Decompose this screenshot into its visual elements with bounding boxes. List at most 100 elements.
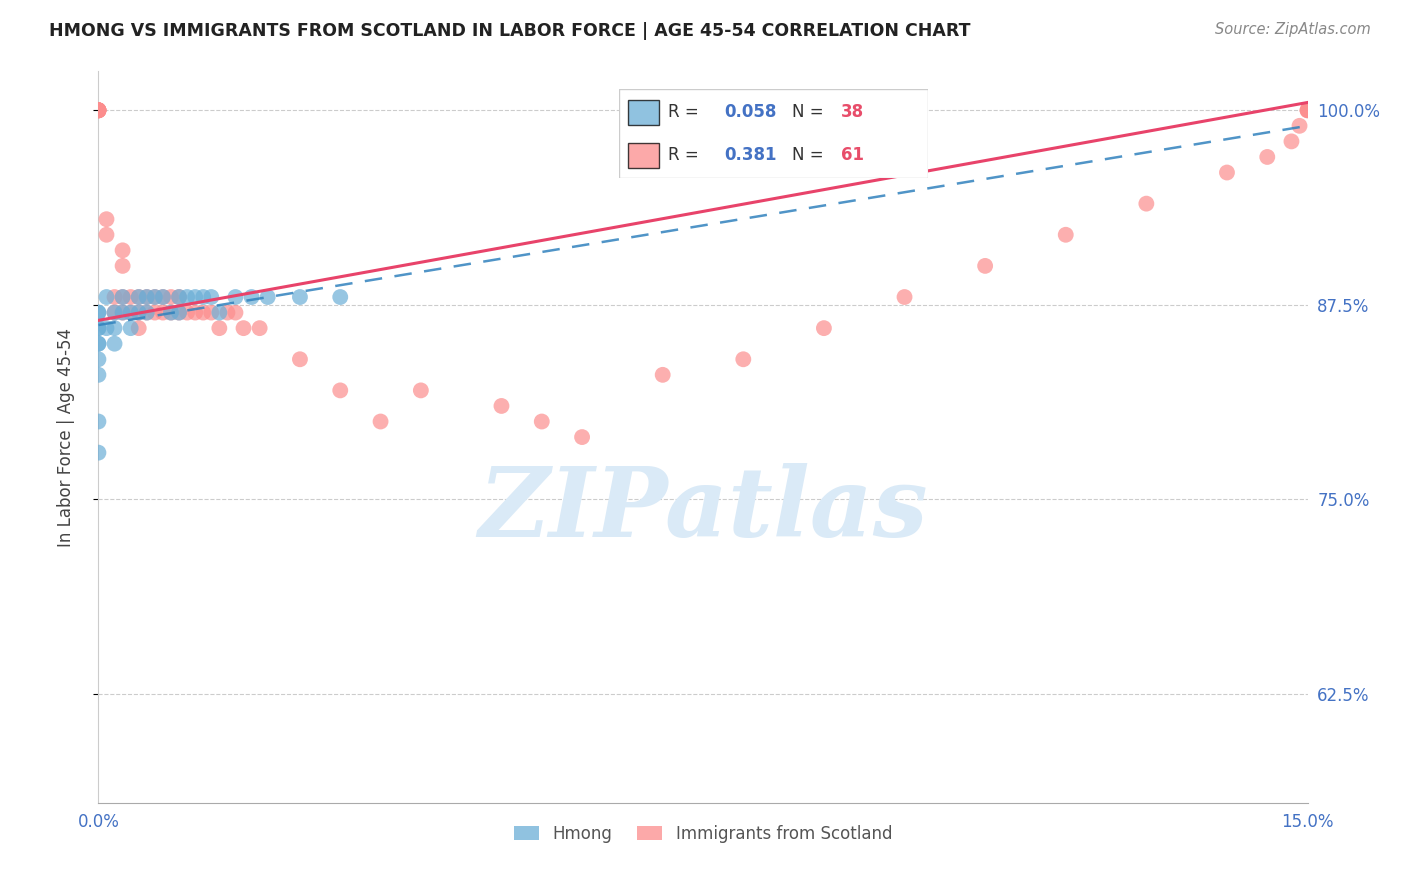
- Point: [143, 290, 166, 304]
- Point: [1296, 103, 1319, 118]
- Point: [87, 103, 110, 118]
- Point: [128, 290, 150, 304]
- Point: [256, 290, 278, 304]
- Point: [184, 305, 207, 319]
- Point: [87, 352, 110, 367]
- Point: [120, 305, 142, 319]
- Point: [1281, 135, 1303, 149]
- Point: [111, 290, 134, 304]
- Point: [87, 336, 110, 351]
- Point: [120, 290, 142, 304]
- Point: [1288, 119, 1310, 133]
- Point: [135, 305, 157, 319]
- Point: [103, 305, 125, 319]
- Point: [160, 290, 183, 304]
- Point: [329, 290, 352, 304]
- Point: [128, 305, 150, 319]
- Point: [96, 321, 118, 335]
- Point: [200, 290, 222, 304]
- Point: [152, 305, 174, 319]
- Point: [530, 415, 553, 429]
- Text: 61: 61: [841, 145, 865, 164]
- Point: [1135, 196, 1157, 211]
- Point: [409, 384, 432, 398]
- Point: [240, 290, 263, 304]
- Point: [232, 321, 254, 335]
- Point: [193, 305, 215, 319]
- Point: [111, 305, 134, 319]
- Point: [1216, 165, 1239, 179]
- Point: [111, 305, 134, 319]
- Point: [143, 290, 166, 304]
- Text: R =: R =: [668, 103, 699, 121]
- Point: [491, 399, 513, 413]
- Point: [893, 290, 915, 304]
- Point: [103, 336, 125, 351]
- Text: N =: N =: [792, 103, 824, 121]
- Point: [87, 103, 110, 118]
- Text: R =: R =: [668, 145, 699, 164]
- Point: [87, 321, 110, 335]
- Text: 0.058: 0.058: [724, 103, 776, 121]
- Point: [103, 321, 125, 335]
- Text: ZIPatlas: ZIPatlas: [478, 463, 928, 558]
- Point: [87, 103, 110, 118]
- Text: 38: 38: [841, 103, 865, 121]
- Point: [208, 321, 231, 335]
- Point: [87, 321, 110, 335]
- Point: [111, 244, 134, 258]
- Point: [87, 368, 110, 382]
- Point: [87, 305, 110, 319]
- Point: [96, 212, 118, 227]
- Point: [370, 415, 392, 429]
- Point: [96, 290, 118, 304]
- Text: N =: N =: [792, 145, 824, 164]
- Point: [167, 305, 190, 319]
- FancyBboxPatch shape: [628, 143, 659, 168]
- Point: [152, 290, 174, 304]
- Point: [135, 305, 157, 319]
- Point: [1296, 103, 1319, 118]
- Point: [208, 305, 231, 319]
- Point: [176, 305, 198, 319]
- Text: Source: ZipAtlas.com: Source: ZipAtlas.com: [1215, 22, 1371, 37]
- Point: [224, 290, 246, 304]
- Point: [249, 321, 271, 335]
- Text: HMONG VS IMMIGRANTS FROM SCOTLAND IN LABOR FORCE | AGE 45-54 CORRELATION CHART: HMONG VS IMMIGRANTS FROM SCOTLAND IN LAB…: [49, 22, 970, 40]
- Point: [193, 290, 215, 304]
- Point: [329, 384, 352, 398]
- Point: [974, 259, 997, 273]
- Point: [135, 290, 157, 304]
- Point: [87, 103, 110, 118]
- Point: [120, 305, 142, 319]
- Point: [87, 415, 110, 429]
- Point: [120, 321, 142, 335]
- Point: [184, 290, 207, 304]
- Y-axis label: In Labor Force | Age 45-54: In Labor Force | Age 45-54: [56, 327, 75, 547]
- Point: [288, 290, 311, 304]
- Point: [176, 290, 198, 304]
- Point: [1256, 150, 1278, 164]
- Point: [135, 290, 157, 304]
- Point: [152, 290, 174, 304]
- Point: [96, 227, 118, 242]
- Point: [200, 305, 222, 319]
- Point: [111, 290, 134, 304]
- Point: [167, 305, 190, 319]
- Point: [128, 321, 150, 335]
- Point: [571, 430, 593, 444]
- Point: [288, 352, 311, 367]
- Point: [813, 321, 835, 335]
- Point: [128, 305, 150, 319]
- Point: [87, 103, 110, 118]
- Point: [167, 290, 190, 304]
- FancyBboxPatch shape: [619, 89, 928, 178]
- Point: [1054, 227, 1077, 242]
- Point: [87, 336, 110, 351]
- Point: [103, 305, 125, 319]
- Point: [167, 290, 190, 304]
- Point: [87, 103, 110, 118]
- Point: [1296, 103, 1319, 118]
- Point: [87, 305, 110, 319]
- Point: [143, 305, 166, 319]
